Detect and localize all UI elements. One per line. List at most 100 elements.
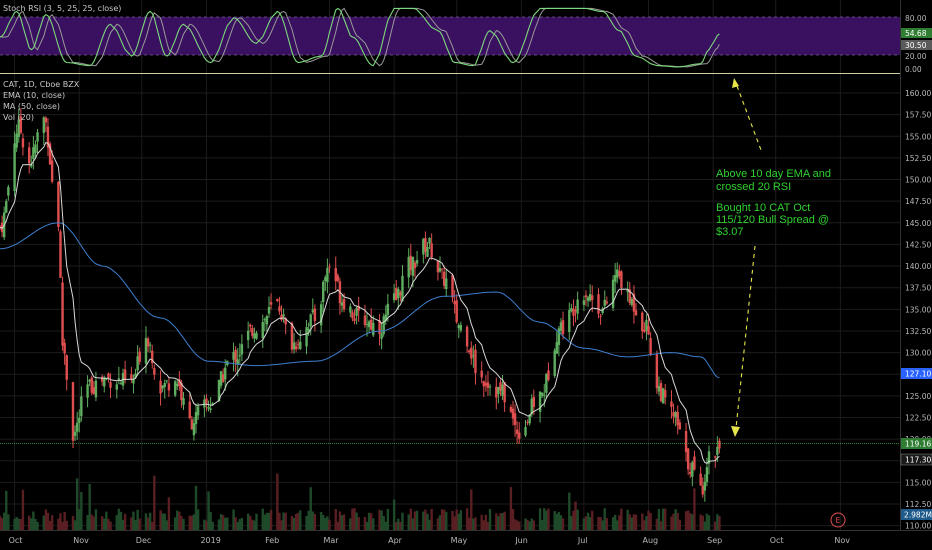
volume-bar [246,513,250,530]
candle-body [107,373,110,378]
candle-body [613,275,617,282]
y-tick-label: 140.00 [905,262,931,271]
legend[interactable]: CAT, 1D, Cboe BZX EMA (10, close) MA (50… [3,80,80,122]
stoch-rsi-panel[interactable]: Stoch RSI (3, 5, 25, 25, close) [0,4,900,68]
earnings-event-marker[interactable]: E [830,512,846,528]
volume-bar [684,511,688,530]
y-tick-label: 115.00 [905,478,931,487]
ma-legend-label[interactable]: MA (50, close) [3,102,60,111]
y-tick-label: 160.00 [905,89,931,98]
volume-bar [530,518,533,530]
volume-bar [234,517,237,530]
y-tick-label: 147.50 [905,197,931,206]
candle-body [167,383,171,391]
time-axis[interactable]: Oct Nov Dec 2019 Feb Mar Apr May Jun Jul Aug Sep Oct… [0,530,932,546]
volume-bar [570,515,573,530]
y-tick-label: 135.00 [905,305,931,314]
candle-body [211,403,214,405]
candle-body [188,401,191,419]
volume-bar [480,514,483,530]
volume-bar [382,516,385,530]
candle-body [440,268,444,270]
candle-body [714,456,717,458]
volume-bar [238,519,242,530]
candle-body [703,481,707,491]
candle-body [151,350,154,364]
annotation-line-4: 115/120 Bull Spread @ [716,214,829,226]
candle-body [261,321,264,338]
candle-body [657,385,661,392]
candle-body [670,401,673,407]
candle-body [369,319,373,330]
candle-body [482,381,485,387]
candle-body [326,267,329,283]
candle-body [19,116,23,133]
candle-body [616,269,619,278]
volume-bar [438,515,442,530]
volume-bar [467,517,471,530]
vol-legend-label[interactable]: Vol (20) [3,113,34,122]
y-tick-label: 145.00 [905,219,931,228]
candle-body [392,293,396,301]
candle-body [246,330,250,341]
candle-body [161,385,164,389]
candle-body [455,300,458,323]
volume-bar [620,508,623,530]
volume-bar [109,521,112,530]
volume-bar [699,514,702,530]
candle-body [705,467,709,483]
ema-legend-label[interactable]: EMA (10, close) [3,91,65,100]
symbol-label[interactable]: CAT, 1D, Cboe BZX [3,80,80,89]
volume-bar [299,510,302,530]
candle-body [73,431,77,436]
volume-bar [470,489,473,530]
volume-bar [495,513,498,530]
candle-body [484,383,488,386]
volume-bar [309,487,312,530]
volume-bar [63,511,66,530]
candle-body [488,386,492,388]
candle-body [351,312,354,319]
volume-bar [207,491,210,530]
volume-bar [380,510,383,530]
candle-body [401,275,404,302]
candle-body [292,342,296,350]
y-tick-label: 137.50 [905,284,931,293]
volume-bar [90,514,93,530]
candle-body [130,374,133,379]
candle-body [205,398,208,404]
volume-bar [503,511,506,530]
volume-bar [251,519,254,530]
volume-bar [501,513,504,530]
candle-body [474,349,477,374]
volume-bar [27,515,31,530]
volume-bar [326,516,329,530]
volume-bar [328,519,331,530]
stoch-d-line [0,7,720,68]
candle-body [543,395,546,397]
candle-body [75,422,79,432]
volume-bars [0,473,721,530]
volume-bar [545,510,548,530]
volume-bar [94,509,98,530]
candle-body [0,226,2,228]
volume-bar [401,512,404,530]
candle-body [221,374,225,382]
candle-body [57,181,60,227]
volume-bar [240,517,244,530]
volume-bar [105,511,108,530]
volume-badge: 2.982M [904,511,932,520]
candle-body [355,307,358,316]
candle-body [451,275,454,298]
volume-bar [526,519,529,530]
stoch-indicator-label[interactable]: Stoch RSI (3, 5, 25, 25, close) [3,4,121,13]
volume-bar [540,519,544,530]
volume-bar [44,509,48,530]
volume-bar [714,521,717,530]
candle-body [611,279,615,308]
volume-bar [655,518,659,530]
candle-body [173,381,177,396]
volume-bar [588,517,592,530]
volume-bar [603,508,606,530]
